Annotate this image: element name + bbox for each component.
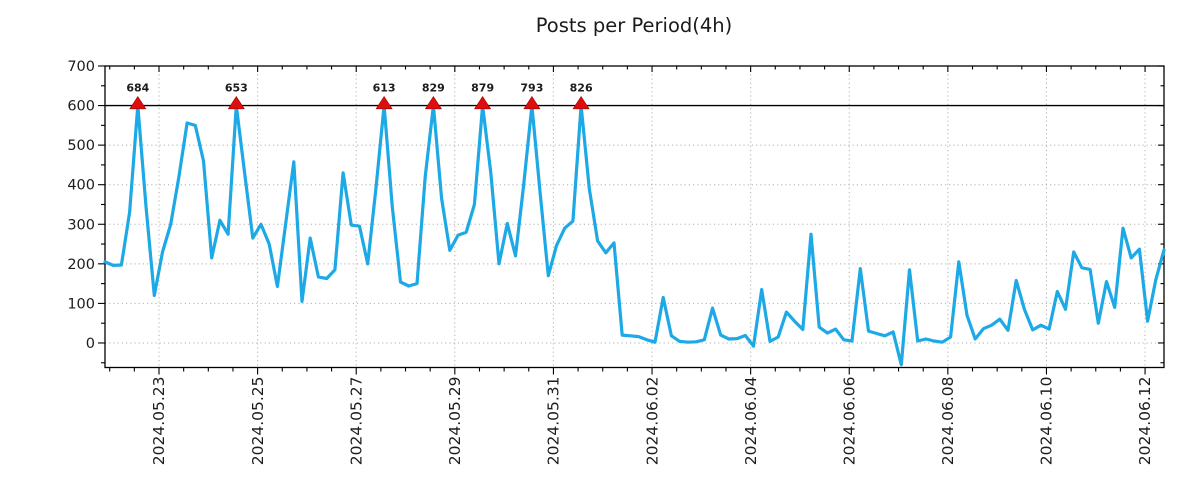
peak-value-label: 879 xyxy=(471,82,494,95)
peak-marker-triangle xyxy=(129,96,147,110)
svg-text:300: 300 xyxy=(67,217,95,233)
peak-marker-triangle xyxy=(375,96,393,110)
svg-text:400: 400 xyxy=(67,178,95,194)
peak-marker-triangle xyxy=(572,96,590,110)
peak-marker-triangle xyxy=(523,96,541,110)
peak-value-label: 829 xyxy=(422,82,445,95)
x-tick-labels: 2024.05.23 2024.05.25 2024.05.27 2024.05.29… xyxy=(150,377,1154,466)
data-line xyxy=(103,104,1166,367)
grid-lines xyxy=(105,66,1164,368)
peak-value-label: 613 xyxy=(373,82,396,95)
chart-title: Posts per Period(4h) xyxy=(535,14,733,37)
peak-value-label: 793 xyxy=(520,82,543,95)
svg-text:2024.05.31: 2024.05.31 xyxy=(545,377,563,466)
svg-text:2024.06.12: 2024.06.12 xyxy=(1136,377,1154,466)
svg-text:600: 600 xyxy=(67,99,95,115)
svg-text:2024.05.29: 2024.05.29 xyxy=(446,377,464,466)
y-tick-labels: 0 100 200 300 400 500 600 700 xyxy=(67,59,95,352)
peak-value-label: 653 xyxy=(225,82,248,95)
peak-value-labels: 684 653 613 829 879 793 826 xyxy=(126,82,593,95)
peak-markers xyxy=(129,96,590,110)
plot-border xyxy=(104,65,1165,369)
svg-text:100: 100 xyxy=(67,296,95,312)
peak-value-label: 826 xyxy=(570,82,593,95)
peak-marker-triangle xyxy=(424,96,442,110)
axis-ticks xyxy=(98,65,1164,375)
svg-text:2024.06.04: 2024.06.04 xyxy=(742,377,760,466)
svg-text:2024.06.06: 2024.06.06 xyxy=(840,377,858,466)
svg-text:2024.05.23: 2024.05.23 xyxy=(150,377,168,466)
svg-text:2024.05.25: 2024.05.25 xyxy=(249,377,267,466)
peak-marker-triangle xyxy=(227,96,245,110)
svg-text:0: 0 xyxy=(86,336,95,352)
svg-text:200: 200 xyxy=(67,257,95,273)
svg-text:2024.06.02: 2024.06.02 xyxy=(643,377,661,466)
svg-text:2024.05.27: 2024.05.27 xyxy=(347,377,365,466)
svg-text:700: 700 xyxy=(67,59,95,75)
peak-value-label: 684 xyxy=(126,82,149,95)
peak-marker-triangle xyxy=(474,96,492,110)
svg-text:2024.06.08: 2024.06.08 xyxy=(939,377,957,466)
svg-text:500: 500 xyxy=(67,138,95,154)
svg-text:2024.06.10: 2024.06.10 xyxy=(1038,377,1056,466)
